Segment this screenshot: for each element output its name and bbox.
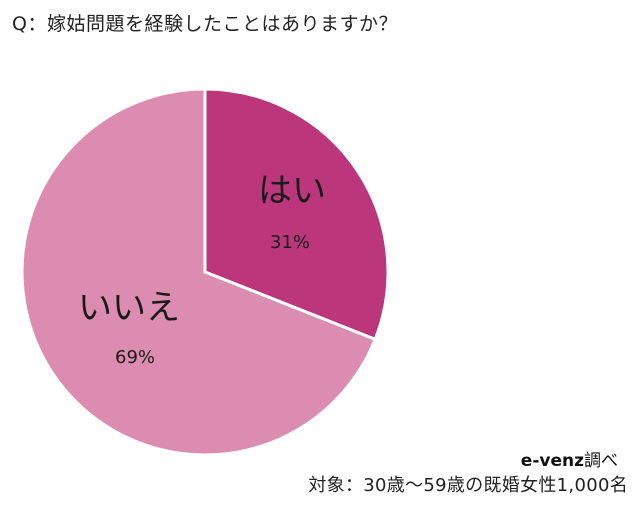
source-suffix: 調べ	[584, 451, 618, 471]
slice-percent-no: 69%	[115, 347, 156, 368]
source-credit: e-venz調べ	[521, 446, 618, 471]
slice-label-yes: はい	[258, 171, 326, 211]
slice-label-no: いいえ	[78, 288, 180, 328]
source-brand: e-venz	[520, 451, 584, 471]
slice-percent-yes: 31%	[270, 232, 311, 253]
sample-description: 対象：30歳〜59歳の既婚女性1,000名	[308, 475, 628, 496]
pie-slice-yes	[203, 87, 390, 342]
chart-title: Q：嫁姑問題を経験したことはありますか？	[12, 13, 398, 35]
pie-slice-no	[20, 87, 378, 457]
